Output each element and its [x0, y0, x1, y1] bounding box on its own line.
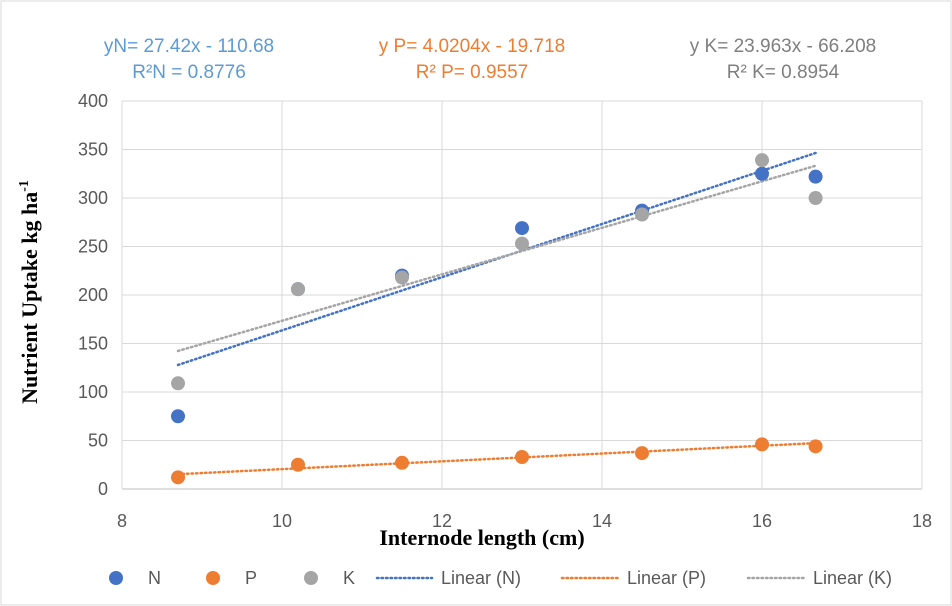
data-point-p — [171, 470, 185, 485]
equation-label: yN= 27.42x - 110.68 — [104, 36, 274, 57]
trendline-k — [176, 164, 817, 353]
legend-label-linear-n: Linear (N) — [441, 568, 521, 588]
x-tick-label: 14 — [592, 511, 612, 531]
equation-annotations: yN= 27.42x - 110.68 R²N = 0.8776 y P= 4.02… — [104, 36, 876, 83]
r-squared-label: R² K= 0.8954 — [727, 62, 840, 83]
data-point-n — [171, 409, 185, 424]
legend-label-n: N — [148, 568, 161, 588]
r-squared-label: R²N = 0.8776 — [132, 62, 246, 83]
y-tick-label: 250 — [78, 237, 108, 257]
tick-labels: 0 50 100 150 200 250 300 350 400 8 10 12 14 16 18 — [78, 91, 932, 531]
data-point-p — [515, 449, 529, 464]
y-tick-label: 350 — [78, 140, 108, 160]
data-point-p — [808, 439, 823, 454]
legend-marker-n — [109, 571, 123, 585]
r-squared-label: R² P= 0.9557 — [416, 62, 529, 83]
data-point-k — [808, 191, 823, 205]
data-point-k — [395, 270, 409, 285]
data-point-n — [755, 166, 769, 181]
trendline-p — [176, 441, 817, 476]
y-axis-title: Nutrient Uptake kg ha-1 — [17, 180, 42, 404]
x-tick-label: 18 — [912, 511, 932, 531]
data-points — [171, 153, 823, 485]
data-point-k — [171, 376, 185, 391]
x-tick-label: 12 — [432, 511, 452, 531]
legend-label-linear-k: Linear (K) — [813, 568, 892, 588]
data-point-k — [515, 236, 529, 251]
y-tick-label: 300 — [78, 188, 108, 208]
data-point-k — [291, 282, 305, 297]
x-tick-label: 10 — [272, 511, 292, 531]
y-tick-label: 150 — [78, 334, 108, 354]
y-tick-label: 50 — [88, 431, 108, 451]
legend-label-linear-p: Linear (P) — [627, 568, 706, 588]
legend-marker-p — [206, 571, 220, 585]
x-tick-label: 8 — [117, 511, 127, 531]
x-tick-label: 16 — [752, 511, 772, 531]
data-point-p — [755, 437, 769, 452]
data-point-n — [515, 221, 529, 236]
legend-label-p: P — [245, 568, 257, 588]
y-tick-label: 100 — [78, 382, 108, 402]
data-point-n — [808, 169, 823, 184]
legend: N P K Linear (N) Linear (P) Linear (K) — [109, 568, 892, 588]
y-tick-label: 200 — [78, 285, 108, 305]
data-point-p — [291, 457, 305, 472]
data-point-k — [635, 207, 649, 222]
equation-label: y P= 4.0204x - 19.718 — [379, 36, 565, 57]
trendlines — [176, 151, 817, 476]
data-point-k — [755, 153, 769, 168]
data-point-p — [395, 455, 409, 470]
x-axis-title: Internode length (cm) — [379, 525, 584, 550]
y-tick-label: 400 — [78, 91, 108, 111]
legend-label-k: K — [343, 568, 355, 588]
equation-label: y K= 23.963x - 66.208 — [690, 36, 876, 57]
legend-marker-k — [304, 571, 318, 585]
y-tick-label: 0 — [98, 479, 108, 499]
data-point-p — [635, 446, 649, 461]
trendline-n — [176, 151, 817, 367]
